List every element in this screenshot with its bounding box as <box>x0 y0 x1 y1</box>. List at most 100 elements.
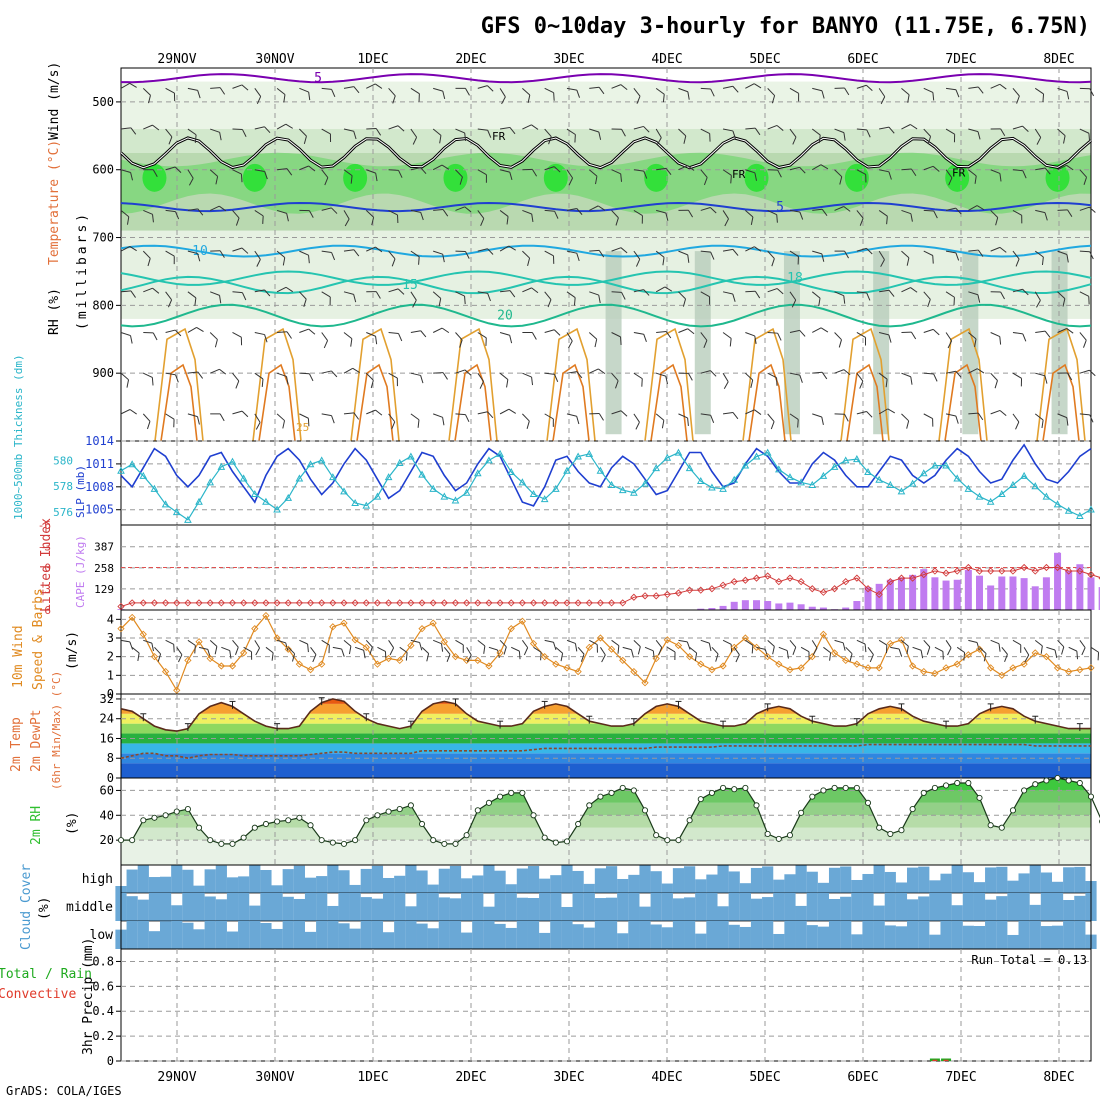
cape-bar <box>1042 577 1050 610</box>
lifted-index-point <box>730 578 738 586</box>
wind10-barb <box>811 640 818 656</box>
cloud-bar <box>996 921 1008 949</box>
barb-staff <box>544 639 554 643</box>
wind-barb <box>120 82 137 89</box>
y-tick-label: 700 <box>92 231 114 245</box>
cloud-bar <box>873 921 885 949</box>
wind-barb <box>455 87 470 96</box>
rh2m-point <box>274 818 281 825</box>
cloud-bar <box>126 869 138 893</box>
rh2m-point <box>575 820 582 828</box>
barb-staff <box>343 128 354 132</box>
cloud-bar <box>360 921 372 949</box>
lifted-index-point <box>139 599 147 607</box>
cloud-bar <box>918 896 930 921</box>
barb-staff <box>343 249 354 252</box>
wind10-barb <box>1012 639 1022 653</box>
cape-bar <box>1076 564 1084 610</box>
barb-staff <box>722 128 733 132</box>
barb-flag <box>1044 167 1051 175</box>
wind-barb <box>410 167 427 174</box>
barb-flag <box>285 286 294 293</box>
wind10-point <box>886 639 894 648</box>
wind-barb <box>1012 250 1020 267</box>
precip-labels: Total / Rain Convective 3hr Precip (mm) … <box>0 938 1087 1055</box>
cape-bar <box>964 569 972 610</box>
barb-flag <box>219 368 227 375</box>
cloud-bar <box>594 921 607 949</box>
cloud-bar <box>672 898 685 921</box>
barb-staff <box>990 83 1000 89</box>
rh2m-point <box>853 784 860 791</box>
barb-staff <box>878 250 885 260</box>
date-label-top: 30NOV <box>255 52 294 67</box>
date-label-top: 8DEC <box>1043 52 1074 67</box>
barb-staff <box>120 169 131 173</box>
barb-flag <box>194 134 197 143</box>
wind10-barb <box>143 639 154 652</box>
wind10-barb <box>923 639 931 655</box>
lifted-index-point <box>674 589 683 597</box>
barb-flag <box>598 250 605 258</box>
thickness-point <box>340 487 348 495</box>
wind10-barb <box>1001 647 1008 663</box>
barb-flag <box>487 85 494 92</box>
wind-barb <box>143 169 158 177</box>
cloud-bar <box>784 893 796 921</box>
thickness-point <box>708 483 716 491</box>
wind-barb <box>299 165 316 172</box>
barb-flag <box>286 213 289 222</box>
thickness-point <box>317 456 326 464</box>
barb-flag <box>1000 291 1005 300</box>
lifted-index-point <box>418 599 426 607</box>
chart-title: GFS 0~10day 3-hourly for BANYO (11.75E, … <box>481 14 1090 39</box>
cloud-bar <box>338 923 350 949</box>
cloud-bar <box>505 884 517 893</box>
barb-flag <box>1089 88 1095 97</box>
barb-staff <box>165 329 176 333</box>
wind-barb <box>745 372 754 388</box>
barb-staff <box>1034 291 1041 301</box>
barb-staff <box>901 168 912 171</box>
barb-flag <box>732 130 736 139</box>
barb-flag <box>485 337 487 346</box>
wind-barb <box>143 124 160 131</box>
temp-contour-warm <box>154 327 204 442</box>
barb-flag <box>256 259 261 267</box>
wind-barb <box>388 331 403 342</box>
thickness-point <box>507 467 516 476</box>
rh2m-point <box>1009 807 1017 814</box>
y-tick-label: 0.4 <box>92 1004 114 1018</box>
barb-flag <box>1041 256 1044 266</box>
wind-barb <box>277 168 293 176</box>
cloud-bar <box>550 921 562 949</box>
barb-staff <box>1079 369 1090 374</box>
rh2m-point <box>207 837 214 844</box>
barb-flag <box>963 652 966 661</box>
lifted-index-point <box>607 599 616 607</box>
barb-flag <box>708 643 712 652</box>
wind-barb <box>611 410 628 417</box>
barb-flag <box>197 371 204 379</box>
rh-band-90 <box>644 163 669 192</box>
cloud-bar <box>427 893 439 921</box>
y-tick-label: 387 <box>94 541 114 554</box>
rh2m-point <box>931 784 938 791</box>
cloud-bar <box>985 899 997 921</box>
barb-staff <box>633 169 644 172</box>
dewpt2m-line <box>120 743 1091 760</box>
barb-flag <box>308 210 314 218</box>
barb-flag <box>375 246 383 253</box>
barb-staff <box>1035 330 1046 333</box>
barb-staff <box>365 372 374 381</box>
cloud-bar <box>260 923 272 949</box>
date-label-bottom: 4DEC <box>651 1070 682 1085</box>
lifted-index-point <box>161 599 170 607</box>
wind10-point <box>552 660 560 668</box>
lifted-index-point <box>708 585 716 593</box>
cloud-bar <box>951 905 963 921</box>
barb-flag <box>821 208 828 216</box>
barb-flag <box>754 127 761 136</box>
wind10-barb <box>611 639 620 654</box>
barb-flag <box>1021 215 1023 224</box>
